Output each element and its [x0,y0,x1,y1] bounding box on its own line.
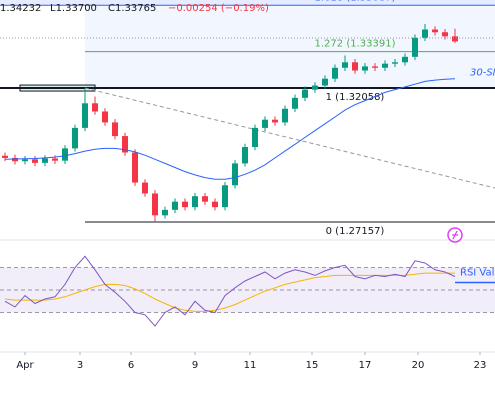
candle-body [422,29,428,38]
candle-body [122,136,128,153]
candle-body [222,185,228,208]
candle-body [82,103,88,128]
x-tick-label: 3 [77,360,83,371]
fib-label: 1.272 (1.33391) [315,39,396,50]
candle-body [102,111,108,123]
ohlc-low: L1.33700 [50,3,97,14]
candle-body [442,32,448,37]
candle-body [382,63,388,68]
candle-body [72,127,78,149]
candle-body [412,37,418,57]
candle-body [62,148,68,161]
candle-body [372,66,378,68]
candle-body [432,29,438,33]
candle-body [332,67,338,79]
price-panel: 1.618 (1.35087) 1.272 (1.33391) 1 (1.32058… [0,0,495,237]
candle-body [262,119,268,128]
candle-body [362,66,368,71]
candle-body [282,108,288,123]
x-axis: Apr 3 6 9 11 15 17 20 23 [16,352,486,371]
rsi-panel: RSI Value [0,255,495,327]
x-tick-label: 9 [192,360,198,371]
candle-body [302,89,308,98]
fib-top-zone [0,0,495,6]
x-tick-label: Apr [16,360,34,371]
fib-label: 0 (1.27157) [326,226,385,237]
candle-body [402,56,408,63]
candle-body [322,78,328,86]
candle-body [232,163,238,186]
x-tick-label: 15 [306,360,319,371]
candle-body [162,209,168,216]
sma-line [4,78,456,180]
rsi-line [4,255,456,327]
candle-body [312,85,318,90]
fib-label: 1 (1.32058) [326,92,385,103]
ohlc-change: −0.00254 (−0.19%) [168,3,269,14]
rsi-ma-line [4,272,455,312]
candle-body [252,127,258,148]
candle-body [52,158,58,161]
alert-icon-glyph [452,230,458,240]
candle-body [202,196,208,202]
candle-body [32,159,38,163]
candle-body [172,201,178,210]
candle-body [92,103,98,112]
x-tick-label: 23 [474,360,487,371]
candle-body [292,97,298,109]
candle-body [342,62,348,68]
trend-line [84,87,495,189]
fib-zone [85,5,495,89]
x-tick-label: 11 [244,360,257,371]
sma-label: 30-SMA [470,68,495,79]
candle-body [22,159,28,162]
candle-body [452,36,458,42]
x-tick-label: 20 [412,360,425,371]
candle-body [112,122,118,137]
candle-body [272,119,278,123]
candle-body [212,201,218,208]
x-tick-label: 6 [128,360,134,371]
candle-body [192,196,198,208]
candle-body [392,62,398,64]
ohlc-high: 1.34232 [0,3,41,14]
rsi-label: RSI Value [460,268,495,279]
candle-body [242,147,248,164]
candle-body [352,62,358,71]
candle-body [132,152,138,183]
alert-icon[interactable] [447,227,463,243]
candle-body [12,157,18,162]
candle-body [182,201,188,208]
candle-body [42,158,48,163]
x-tick-label: 17 [359,360,372,371]
fib-label: 1.618 (1.35087) [315,0,396,3]
candle-body [2,155,8,158]
candle-body [142,182,148,194]
candle-body [152,193,158,216]
ohlc-close: C1.33765 [108,3,156,14]
